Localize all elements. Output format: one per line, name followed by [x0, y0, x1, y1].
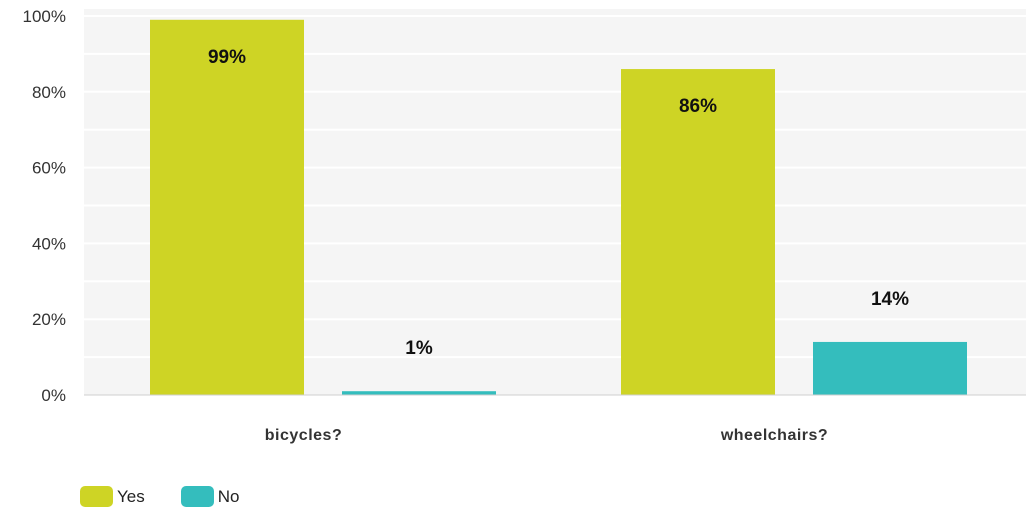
legend-item-no[interactable]: No: [180, 486, 240, 507]
legend-label-yes: Yes: [117, 486, 145, 506]
y-tick-label: 20%: [32, 310, 66, 329]
data-labels: 99% 1% 86% 14%: [208, 47, 909, 359]
data-label: 14%: [871, 289, 909, 310]
bar-chart: 0% 20% 40% 60% 80% 100% 99% 1% 86% 14% bicycles?…: [23, 7, 1026, 444]
bar-no-1: [813, 341, 967, 395]
bar-no-0: [342, 391, 496, 395]
y-tick-label: 80%: [32, 83, 66, 102]
y-tick-label: 60%: [32, 159, 66, 178]
x-category-label: bicycles?: [265, 427, 342, 444]
legend-item-yes[interactable]: Yes: [80, 486, 145, 507]
data-label: 1%: [405, 338, 433, 359]
y-axis-ticks: 0% 20% 40% 60% 80% 100%: [23, 7, 66, 405]
bars: [150, 19, 967, 395]
legend-label-no: No: [217, 486, 240, 506]
data-label: 86%: [679, 96, 717, 117]
x-category-label: wheelchairs?: [720, 427, 828, 444]
legend-swatch-yes: [80, 486, 113, 507]
bar-yes-0: [150, 19, 304, 395]
data-label: 99%: [208, 47, 246, 68]
y-tick-label: 100%: [23, 7, 66, 26]
legend-swatch-no: [180, 486, 214, 507]
y-tick-label: 0%: [41, 386, 66, 405]
y-tick-label: 40%: [32, 234, 66, 253]
legend: Yes No: [80, 486, 275, 507]
bar-yes-1: [621, 69, 775, 395]
x-axis-category-labels: bicycles? wheelchairs?: [265, 427, 828, 444]
